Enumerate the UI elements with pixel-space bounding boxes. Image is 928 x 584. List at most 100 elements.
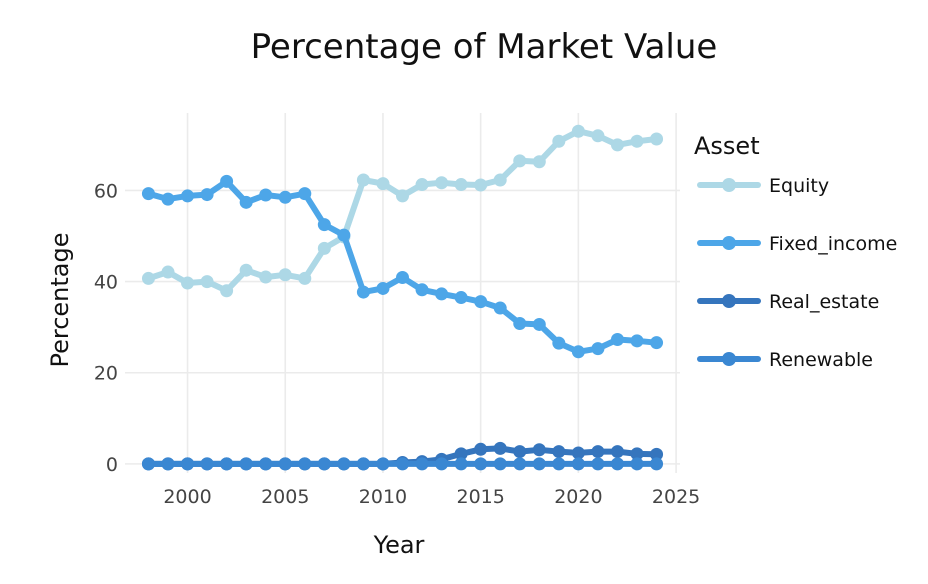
y-tick-label: 60: [94, 180, 118, 202]
data-point: [532, 457, 546, 471]
data-point: [259, 270, 273, 284]
data-point: [532, 443, 546, 457]
legend-item-equity: Equity: [697, 175, 829, 197]
data-point: [317, 218, 331, 232]
data-point: [356, 173, 370, 187]
x-tick-label: 2005: [261, 486, 309, 508]
data-point: [396, 189, 409, 203]
data-point: [454, 291, 468, 305]
data-point: [571, 124, 585, 138]
data-point: [571, 345, 585, 359]
data-point: [474, 442, 488, 456]
data-point: [298, 187, 312, 201]
data-point: [435, 457, 449, 471]
legend: Asset Equity Fixed_income Real_estate Renew…: [694, 132, 897, 371]
data-point: [610, 445, 624, 459]
data-point: [141, 187, 155, 201]
series-fixed-income: [141, 174, 664, 359]
data-point: [376, 457, 390, 471]
x-axis-title: Year: [373, 531, 425, 559]
legend-item-fixed-income: Fixed_income: [697, 233, 897, 255]
data-point: [259, 188, 273, 202]
data-point: [200, 188, 214, 202]
data-point: [650, 132, 664, 146]
data-point: [591, 445, 605, 459]
data-point: [356, 457, 370, 471]
data-point: [571, 446, 585, 460]
data-point: [396, 457, 409, 471]
data-point: [591, 342, 605, 356]
data-point: [239, 263, 253, 277]
data-point: [141, 457, 155, 471]
data-point: [630, 457, 644, 471]
data-point: [513, 457, 527, 471]
data-point: [220, 174, 234, 188]
data-point: [513, 445, 527, 459]
series-equity: [141, 124, 664, 298]
data-point: [435, 287, 449, 301]
legend-swatch-marker: [722, 236, 736, 250]
grid-lines: [125, 113, 680, 473]
data-point: [220, 457, 234, 471]
data-point: [474, 295, 488, 309]
y-tick-label: 0: [106, 454, 118, 476]
x-tick-label: 2010: [359, 486, 407, 508]
legend-swatch-marker: [722, 178, 736, 192]
data-point: [474, 178, 488, 192]
data-point: [552, 134, 566, 148]
data-point: [259, 457, 273, 471]
legend-item-real-estate: Real_estate: [697, 291, 879, 313]
data-point: [415, 283, 429, 297]
series-renewable: [141, 457, 664, 471]
series-line: [145, 128, 660, 294]
data-point: [610, 138, 624, 152]
data-point: [278, 457, 292, 471]
data-point: [141, 271, 155, 285]
data-point: [161, 265, 175, 279]
data-point: [454, 447, 468, 461]
data-point: [552, 457, 566, 471]
data-point: [161, 192, 175, 206]
data-point: [278, 268, 292, 282]
data-point: [610, 332, 624, 346]
data-point: [200, 457, 214, 471]
data-point: [239, 457, 253, 471]
legend-label: Renewable: [769, 349, 873, 371]
data-point: [376, 177, 390, 191]
data-point: [513, 154, 527, 168]
data-point: [591, 129, 605, 143]
legend-label: Real_estate: [769, 291, 879, 313]
data-point: [415, 178, 429, 192]
data-point: [571, 457, 585, 471]
data-point: [376, 281, 390, 295]
legend-item-renewable: Renewable: [697, 349, 873, 371]
data-point: [181, 189, 195, 203]
y-axis-title: Percentage: [46, 232, 74, 367]
tick-labels: 2000 2005 2010 2015 2020 2025 0 20 40 60: [94, 180, 700, 508]
x-tick-label: 2025: [652, 486, 700, 508]
y-tick-label: 40: [94, 272, 118, 294]
data-point: [493, 173, 507, 187]
data-point: [493, 301, 507, 315]
data-point: [220, 284, 234, 298]
data-point: [650, 447, 664, 461]
legend-label: Fixed_income: [769, 233, 897, 255]
data-point: [650, 336, 664, 350]
x-tick-label: 2020: [554, 486, 602, 508]
data-point: [239, 195, 253, 209]
x-tick-label: 2000: [163, 486, 211, 508]
data-point: [552, 445, 566, 459]
data-point: [552, 336, 566, 350]
data-point: [435, 176, 449, 190]
data-point: [181, 457, 195, 471]
data-point: [317, 457, 331, 471]
data-point: [610, 457, 624, 471]
data-point: [396, 271, 409, 285]
legend-title: Asset: [694, 132, 760, 160]
y-tick-label: 20: [94, 363, 118, 385]
data-point: [161, 457, 175, 471]
data-point: [317, 241, 331, 255]
data-point: [181, 276, 195, 290]
